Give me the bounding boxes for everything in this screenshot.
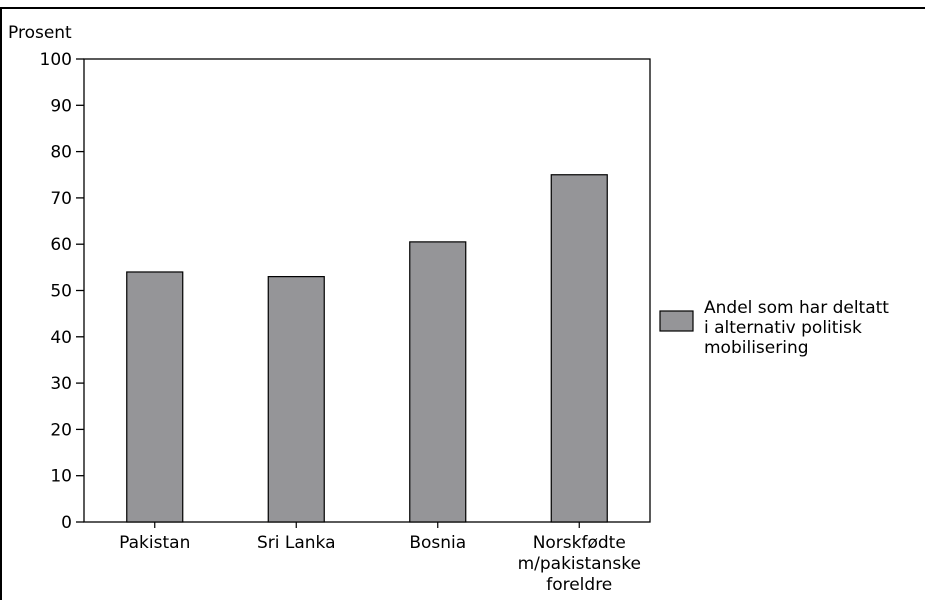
y-tick-label: 60 (50, 235, 72, 255)
y-tick-label: 20 (50, 420, 72, 440)
y-tick-label: 70 (50, 189, 72, 209)
y-tick-label: 80 (50, 143, 72, 163)
bar (550, 174, 608, 523)
legend-swatch (659, 310, 694, 332)
bar (267, 276, 325, 523)
bar (409, 241, 467, 523)
x-category-label: Norskfødte m/pakistanske foreldre (518, 533, 641, 595)
x-category-label: Bosnia (409, 533, 466, 553)
y-tick-label: 10 (50, 467, 72, 487)
legend: Andel som har deltatt i alternativ politi… (659, 298, 889, 358)
y-tick-label: 30 (50, 374, 72, 394)
bar (126, 271, 184, 523)
y-tick-label: 90 (50, 96, 72, 116)
y-tick-label: 100 (40, 50, 72, 70)
y-tick-label: 50 (50, 282, 72, 302)
x-category-label: Pakistan (119, 533, 190, 553)
legend-label: Andel som har deltatt i alternativ politi… (704, 298, 889, 358)
y-tick-label: 40 (50, 328, 72, 348)
y-axis-title: Prosent (8, 23, 72, 43)
y-axis-ticks: 0 10 20 30 40 50 60 70 80 90 100 (40, 50, 84, 533)
x-axis-labels: Pakistan Sri Lanka Bosnia Norskfødte m/pakis… (119, 522, 641, 595)
y-tick-label: 0 (61, 513, 72, 533)
x-category-label: Sri Lanka (257, 533, 336, 553)
bars-group (126, 174, 608, 523)
